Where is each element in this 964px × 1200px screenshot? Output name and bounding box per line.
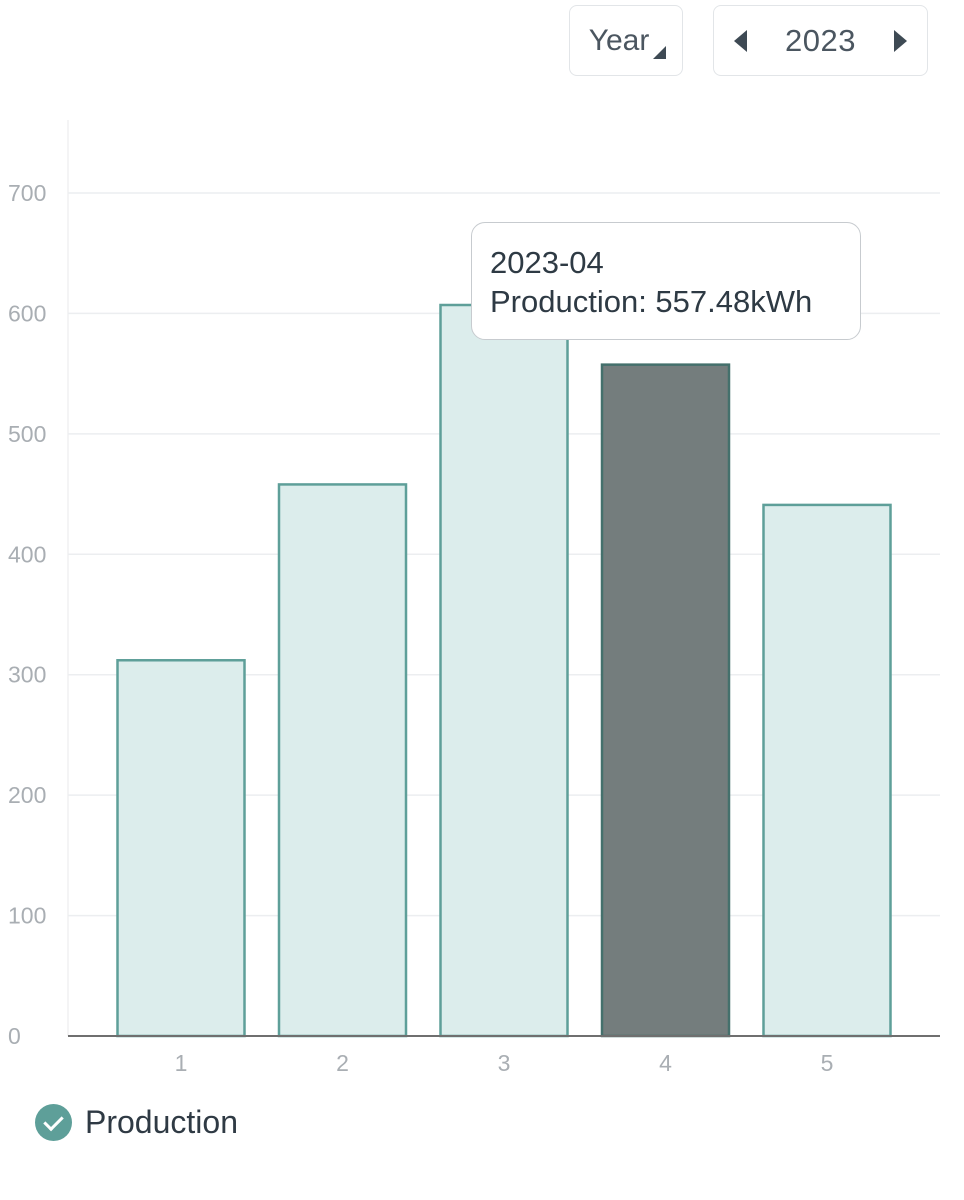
y-axis: 0 100 200 300 400 500 600 700 (8, 180, 46, 1049)
x-tick-label: 5 (821, 1050, 834, 1076)
previous-year-icon[interactable] (734, 29, 747, 52)
period-select-label: Year (588, 23, 650, 57)
year-label: 2023 (785, 22, 856, 58)
x-tick-label: 3 (498, 1050, 511, 1076)
year-navigator: 2023 (713, 5, 928, 76)
x-axis: 1 2 3 4 5 (68, 1035, 940, 1076)
legend-label: Production (85, 1104, 238, 1140)
period-select[interactable]: Year (569, 5, 683, 76)
bar-tooltip: 2023-04 Production: 557.48kWh (471, 222, 861, 340)
legend-item-production[interactable]: Production (35, 1104, 238, 1141)
y-tick-label: 0 (8, 1023, 21, 1049)
y-tick-label: 100 (8, 903, 46, 929)
x-tick-label: 2 (336, 1050, 349, 1076)
y-tick-label: 600 (8, 300, 46, 326)
y-tick-label: 300 (8, 662, 46, 688)
tooltip-title: 2023-04 (490, 245, 604, 280)
bar-4[interactable] (600, 363, 731, 1038)
tooltip-value: Production: 557.48kWh (490, 284, 813, 319)
caret-down-icon (653, 46, 666, 59)
x-tick-label: 4 (659, 1050, 672, 1076)
y-tick-label: 500 (8, 421, 46, 447)
bar-1[interactable] (116, 659, 246, 1038)
y-tick-label: 400 (8, 541, 46, 567)
check-circle-icon (35, 1104, 72, 1141)
y-tick-label: 200 (8, 782, 46, 808)
bars (116, 303, 892, 1038)
bar-2[interactable] (277, 483, 408, 1038)
x-tick-label: 1 (175, 1050, 188, 1076)
bar-3[interactable] (439, 303, 569, 1038)
production-bar-chart: 0 100 200 300 400 500 600 700 1 2 3 4 5 (8, 120, 940, 1076)
bar-5[interactable] (762, 503, 892, 1038)
next-year-icon[interactable] (894, 29, 907, 52)
y-tick-label: 700 (8, 180, 46, 206)
